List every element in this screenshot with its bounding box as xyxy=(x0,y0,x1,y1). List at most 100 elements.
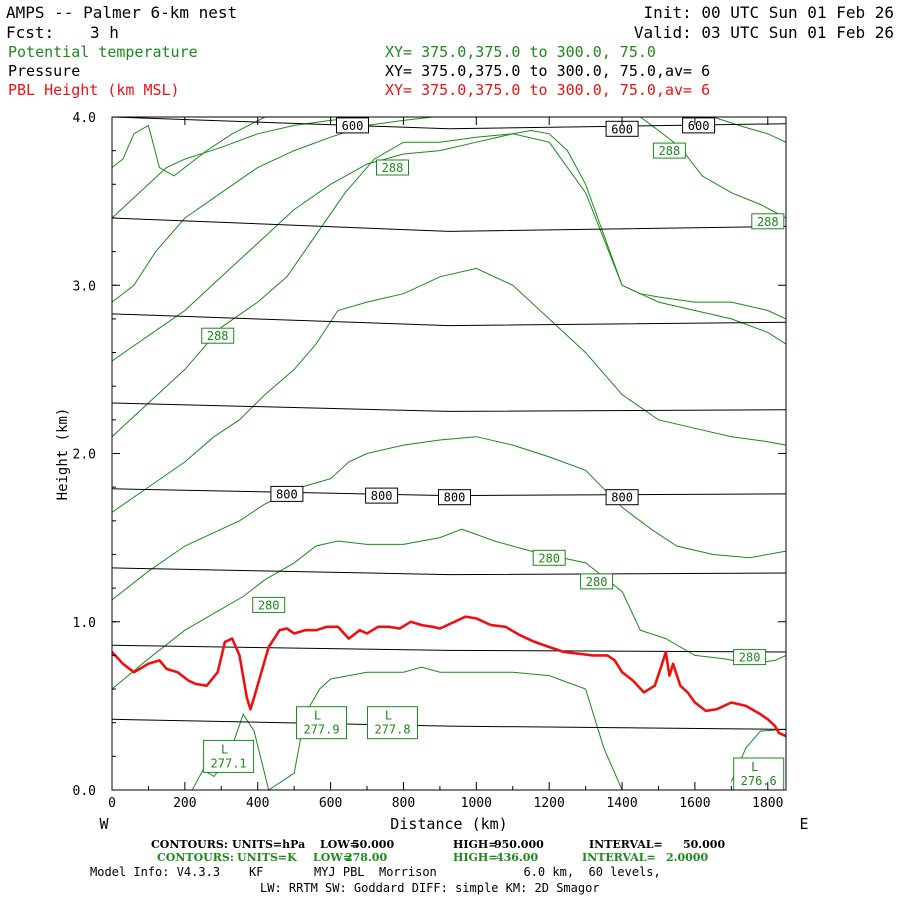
fcst-value: 3 h xyxy=(90,23,119,42)
low-value-1: 277.9 xyxy=(303,723,339,737)
pressure-label-6: 800 xyxy=(605,489,639,506)
theta-label-5: 280 xyxy=(580,573,614,590)
contours-hpa-low: 50.000 xyxy=(352,838,394,851)
low-box-3 xyxy=(733,757,785,791)
field-name-theta: Potential temperature xyxy=(8,43,198,61)
pressure-label-3-box xyxy=(270,485,304,502)
theta-label-6: 280 xyxy=(252,596,286,613)
y-tick-label-3: 3.0 xyxy=(73,279,96,294)
theta-label-4-text: 280 xyxy=(538,551,560,565)
theta-contour-290-7 xyxy=(111,116,433,303)
low-box-2 xyxy=(367,706,418,740)
pressure-contour-700 xyxy=(111,313,787,327)
model-info: Model Info: V4.3.3 KF MYJ PBL Morrison 6… xyxy=(90,865,661,879)
theta-label-4-box xyxy=(532,549,566,566)
header: AMPS -- Palmer 6-km nest Fcst: 3 h Init:… xyxy=(6,3,894,99)
low-letter-1: L xyxy=(314,709,321,723)
footer: CONTOURS: UNITS=hPa LOW= 50.000 HIGH= 95… xyxy=(90,838,725,895)
x-axis-label: Distance (km) xyxy=(390,815,507,833)
pressure-label-5-box xyxy=(438,489,471,506)
axes: 0 200 400 600 800 1000 1200 1400 1600 1800 0.0 1.0 2… xyxy=(73,111,786,811)
pressure-label-6-text: 800 xyxy=(611,491,633,505)
field-xy-pbl: XY= 375.0,375.0 to 300.0, 75.0,av= 6 xyxy=(385,81,710,99)
theta-label-3: 288 xyxy=(201,327,235,344)
contours-hpa-low-label: LOW= xyxy=(320,838,359,851)
x-tick-label-600: 600 xyxy=(319,796,342,811)
contours-k-low-label: LOW= xyxy=(313,851,352,864)
pressure-label-5: 800 xyxy=(438,489,471,506)
theta-contours xyxy=(111,116,787,791)
theta-label-7-box xyxy=(733,649,767,666)
pressure-label-4-text: 800 xyxy=(371,489,393,503)
x-tick-label-1200: 1200 xyxy=(534,796,565,811)
low-value-0: 277.1 xyxy=(211,756,247,770)
y-tick-label-1: 1.0 xyxy=(73,616,96,631)
theta-label-5-box xyxy=(580,573,614,590)
theta-label-1-text: 288 xyxy=(659,144,681,158)
contours-k-high-label: HIGH= xyxy=(453,851,498,864)
theta-label-2-box xyxy=(751,213,785,230)
west-label: W xyxy=(99,815,109,833)
pressure-label-2: 600 xyxy=(682,117,716,134)
theta-contour-284-11 xyxy=(712,116,787,143)
theta-label-1: 288 xyxy=(652,142,686,159)
theta-label-5-text: 280 xyxy=(586,575,608,589)
pressure-label-1: 600 xyxy=(605,120,639,137)
theta-label-0-text: 288 xyxy=(382,161,404,175)
pressure-label-3-text: 800 xyxy=(276,487,298,501)
low-box-0 xyxy=(203,739,255,773)
pressure-label-1-text: 600 xyxy=(611,122,633,136)
low-letter-2: L xyxy=(385,709,392,723)
theta-label-6-box xyxy=(252,596,286,613)
pressure-label-5-text: 800 xyxy=(444,491,466,505)
contours-hpa-interval: 50.000 xyxy=(683,838,725,851)
theta-label-2: 288 xyxy=(751,213,785,230)
theta-label-3-box xyxy=(201,327,235,344)
pressure-label-3: 800 xyxy=(270,485,304,502)
y-tick-label-4: 4.0 xyxy=(73,111,96,126)
x-tick-label-800: 800 xyxy=(392,796,415,811)
y-tick-label-0: 0.0 xyxy=(73,784,96,799)
low-box-1 xyxy=(296,706,347,740)
theta-label-1-box xyxy=(652,142,686,159)
fcst-label: Fcst: xyxy=(6,23,54,42)
pressure-contour-650 xyxy=(111,217,787,232)
contours-hpa-high: 950.000 xyxy=(494,838,544,851)
contours-k-interval: 2.0000 xyxy=(666,851,708,864)
low-value-3: 276.6 xyxy=(741,774,777,788)
low-letter-0: L xyxy=(221,742,228,756)
theta-label-2-text: 288 xyxy=(757,215,779,229)
x-tick-label-1000: 1000 xyxy=(461,796,492,811)
theta-label-0-box xyxy=(376,159,409,176)
contours-hpa-high-label: HIGH= xyxy=(453,838,498,851)
theta-label-7: 280 xyxy=(733,649,767,666)
theta-contour-284-4 xyxy=(111,267,787,513)
pressure-contour-900 xyxy=(111,644,787,653)
field-name-pbl: PBL Height (km MSL) xyxy=(8,81,180,99)
chart-title: AMPS -- Palmer 6-km nest xyxy=(6,3,237,22)
contours-k-label: CONTOURS: xyxy=(157,851,234,864)
x-tick-label-400: 400 xyxy=(246,796,269,811)
pressure-label-6-box xyxy=(605,489,639,506)
init-time: Init: 00 UTC Sun 01 Feb 26 xyxy=(644,3,894,22)
pressure-contour-950 xyxy=(111,718,787,730)
plot-area: 600 600 600 800 800 800 800 288 288 288 288 280 280 2… xyxy=(73,111,787,811)
valid-time: Valid: 03 UTC Sun 01 Feb 26 xyxy=(634,23,894,42)
theta-label-7-text: 280 xyxy=(739,651,761,665)
contours-k-high: 436.00 xyxy=(496,851,538,864)
x-tick-label-1600: 1600 xyxy=(679,796,710,811)
pressure-label-0-text: 600 xyxy=(342,119,364,133)
field-xy-theta: XY= 375.0,375.0 to 300.0, 75.0 xyxy=(385,43,656,61)
y-tick-label-2: 2.0 xyxy=(73,448,96,463)
contours-k-low: 278.00 xyxy=(345,851,387,864)
pressure-label-2-text: 600 xyxy=(688,119,710,133)
contours-k-units: UNITS=K xyxy=(237,851,297,864)
y-axis-label: Height (km) xyxy=(55,408,71,501)
x-tick-label-1800: 1800 xyxy=(752,796,783,811)
theta-label-4: 280 xyxy=(532,549,566,566)
pbl-height-line xyxy=(111,615,787,738)
pressure-contour-850 xyxy=(111,567,787,576)
